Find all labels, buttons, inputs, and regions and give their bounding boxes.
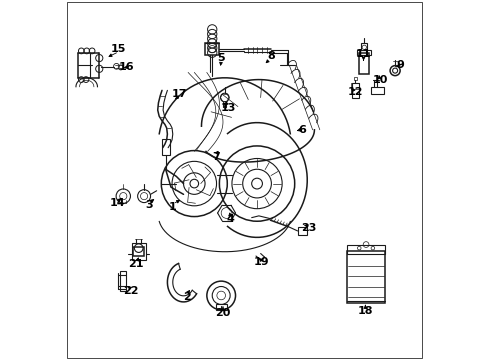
Text: 18: 18 <box>357 306 372 316</box>
Text: 8: 8 <box>267 51 275 61</box>
Text: 12: 12 <box>346 87 362 97</box>
Text: 19: 19 <box>253 257 269 267</box>
Text: 11: 11 <box>355 49 370 59</box>
Bar <box>361 42 366 50</box>
Bar <box>131 243 145 260</box>
Bar <box>120 271 126 291</box>
Text: 9: 9 <box>396 60 404 70</box>
Text: 14: 14 <box>109 198 125 208</box>
Bar <box>346 251 385 303</box>
Text: 1: 1 <box>168 202 176 212</box>
Bar <box>353 77 356 80</box>
Bar <box>204 42 219 55</box>
Text: 3: 3 <box>145 200 153 210</box>
Text: 4: 4 <box>226 215 234 224</box>
Bar <box>297 227 306 234</box>
Text: 15: 15 <box>110 44 126 54</box>
Text: 22: 22 <box>123 286 138 296</box>
Text: 13: 13 <box>220 103 236 113</box>
Text: 2: 2 <box>183 292 191 302</box>
Bar <box>351 83 359 89</box>
Text: 5: 5 <box>217 53 224 63</box>
Text: 17: 17 <box>171 89 186 99</box>
Text: 20: 20 <box>215 308 230 318</box>
Text: 7: 7 <box>211 152 219 162</box>
Text: 23: 23 <box>301 224 316 233</box>
Text: 10: 10 <box>372 75 387 85</box>
Text: 16: 16 <box>119 62 134 72</box>
Bar <box>357 50 370 55</box>
Bar <box>359 53 368 74</box>
Bar <box>351 83 358 98</box>
Bar <box>346 244 385 253</box>
Bar <box>215 305 226 310</box>
Text: 21: 21 <box>128 259 143 269</box>
Text: 6: 6 <box>297 125 305 135</box>
Bar <box>370 87 383 94</box>
Bar <box>162 139 169 155</box>
Bar <box>133 247 144 256</box>
